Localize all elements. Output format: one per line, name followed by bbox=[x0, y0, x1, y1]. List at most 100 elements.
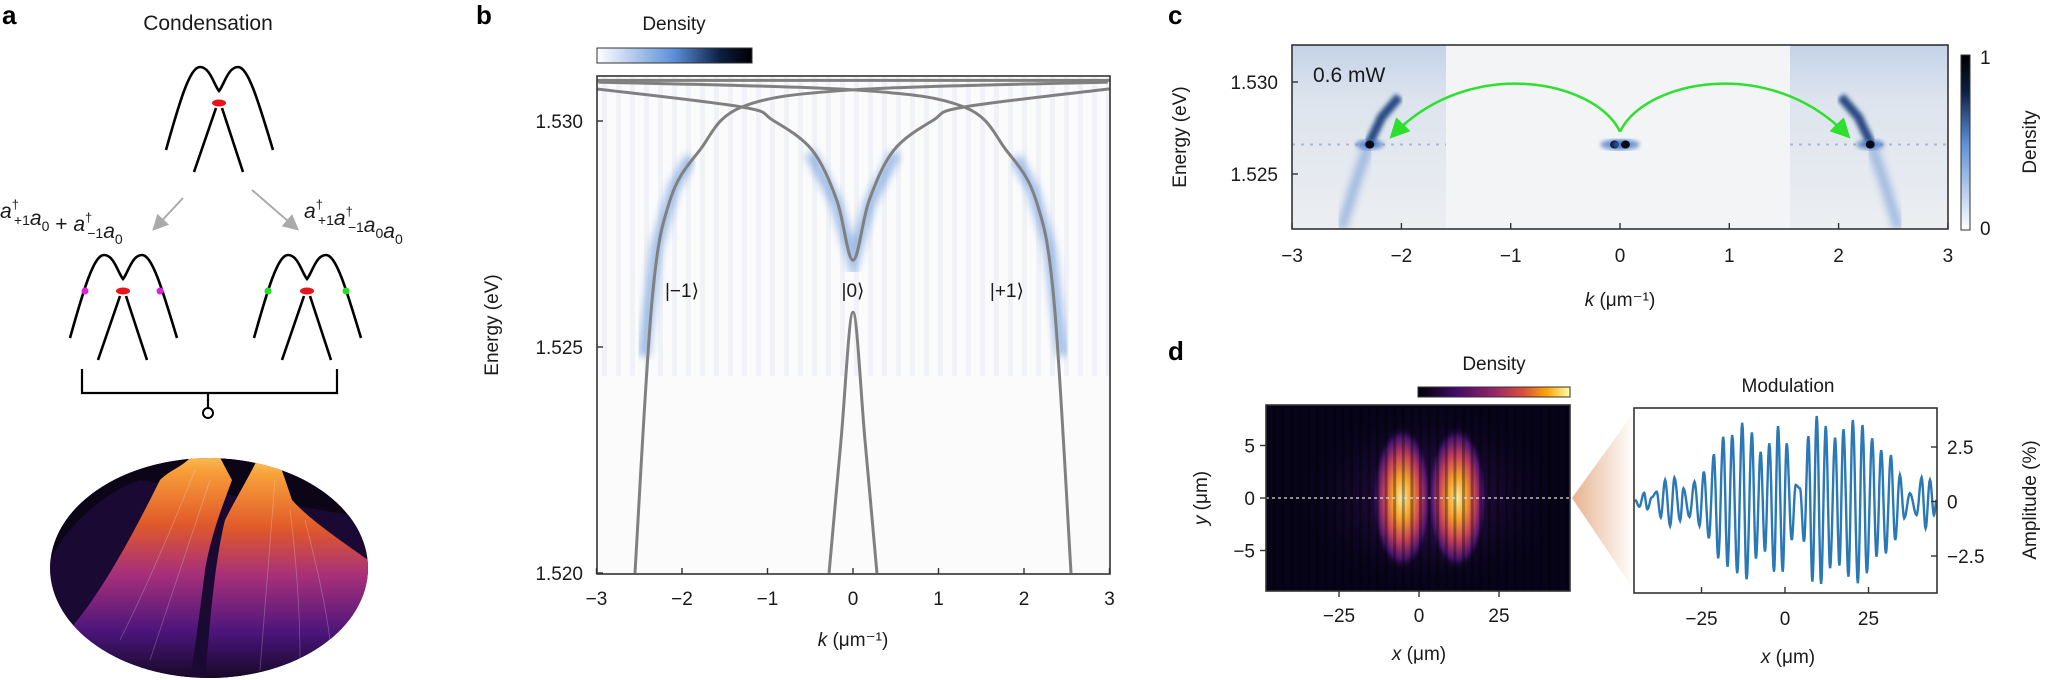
x-tick-label: 3 bbox=[1104, 589, 1115, 610]
x-tick-label: −1 bbox=[1500, 246, 1522, 267]
band-diagram-right-scattering bbox=[252, 253, 363, 361]
colorbar-label: Density bbox=[642, 14, 706, 35]
x-tick-label: 0 bbox=[1780, 609, 1791, 630]
operator-index: 0 bbox=[395, 231, 403, 247]
y-axis-label: Amplitude (%) bbox=[2020, 440, 2041, 559]
y-tick-label: −5 bbox=[1233, 542, 1255, 563]
x-tick-label: −3 bbox=[1281, 246, 1303, 267]
operator-dagger: † bbox=[346, 204, 353, 219]
x-tick-label: 2 bbox=[1019, 589, 1030, 610]
operator-symbol: a bbox=[103, 220, 115, 243]
pair-dot-left bbox=[81, 287, 89, 295]
x-tick-label: −3 bbox=[586, 589, 608, 610]
colorbar-label: Density bbox=[2020, 110, 2041, 174]
state-labels: |−1⟩ |0⟩ |+1⟩ bbox=[665, 281, 1024, 302]
x-tick-label: 25 bbox=[1858, 609, 1879, 630]
operator-symbol: a bbox=[73, 213, 85, 236]
x-tick-label: 25 bbox=[1488, 606, 1509, 627]
panel-label-d: d bbox=[1168, 336, 1184, 366]
y-tick-label: 2.5 bbox=[1947, 438, 1973, 459]
colorbar bbox=[1960, 54, 1971, 231]
x-tick-label: 0 bbox=[848, 589, 859, 610]
operator-index: −1 bbox=[87, 225, 103, 241]
x-tick-label: 2 bbox=[1833, 246, 1844, 267]
heatmap-texture bbox=[597, 76, 1110, 376]
x-axis-label: k (μm⁻¹) bbox=[818, 630, 889, 651]
operator-symbol: a bbox=[383, 220, 395, 243]
x-axis-label: k (μm⁻¹) bbox=[1585, 290, 1656, 311]
outer-band bbox=[252, 253, 363, 339]
operator-index: 0 bbox=[115, 231, 123, 247]
x-tick-label: 0 bbox=[1615, 246, 1626, 267]
colorbar-min: 0 bbox=[1980, 219, 1991, 240]
y-tick-label: 0 bbox=[1947, 493, 1958, 514]
x-tick-label: 3 bbox=[1943, 246, 1954, 267]
panel-b: b Density −3 −2 −1 0 1 2 3 1.520 1.525 1.530 Ener… bbox=[476, 0, 1115, 651]
x-tick-label: 1 bbox=[933, 589, 944, 610]
arrow-right bbox=[251, 189, 300, 231]
x-axis-label: x (μm) bbox=[1391, 644, 1446, 665]
x-axis-var: x bbox=[1760, 647, 1772, 668]
dispersion-curve bbox=[597, 87, 1110, 262]
band-diagram-left-scattering bbox=[68, 253, 179, 361]
x-axis-var: k bbox=[818, 630, 829, 651]
inner-band bbox=[280, 295, 333, 361]
x-axis-var: k bbox=[1585, 290, 1596, 311]
operator-index: +1 bbox=[318, 212, 334, 228]
x-axis-label: x (μm) bbox=[1760, 647, 1815, 668]
operator-index: +1 bbox=[14, 212, 30, 228]
x-axis-unit: (μm⁻¹) bbox=[1594, 290, 1655, 311]
outer-band bbox=[164, 65, 275, 151]
outer-band bbox=[68, 253, 179, 339]
colorbar bbox=[596, 47, 753, 64]
dispersion-curve bbox=[827, 310, 879, 574]
operator-symbol: a bbox=[304, 200, 316, 223]
panel-a: a Condensation a† +1a0 + a† −1a0 a† +1a† −1a… bbox=[0, 0, 403, 678]
zoom-fan bbox=[1572, 412, 1634, 590]
x-axis-unit: (μm) bbox=[1770, 647, 1815, 668]
dispersion-curve bbox=[633, 80, 1108, 574]
panel-label-a: a bbox=[2, 0, 17, 30]
y-axis-var: y bbox=[1191, 514, 1212, 527]
state-label: |−1⟩ bbox=[665, 281, 699, 302]
surface-peak-right bbox=[205, 458, 368, 678]
y-tick-label: 1.520 bbox=[535, 564, 583, 585]
x-tick-label: −2 bbox=[671, 589, 693, 610]
operator-dagger: † bbox=[85, 210, 92, 225]
scattering-arrow bbox=[1618, 82, 1851, 139]
bracket-node bbox=[202, 407, 214, 419]
inner-band bbox=[192, 107, 245, 173]
y-tick-label: 0 bbox=[1244, 489, 1255, 510]
pair-dot-right bbox=[156, 287, 164, 295]
panel-label-c: c bbox=[1168, 0, 1182, 30]
y-tick-label: 1.530 bbox=[1230, 73, 1278, 94]
y-tick-label: 1.525 bbox=[535, 338, 583, 359]
right-operator-label: a† +1a† −1a0a0 bbox=[304, 197, 403, 247]
left-operator-label: a† +1a0 + a† −1a0 bbox=[0, 197, 123, 247]
band-diagram-condensation bbox=[164, 65, 275, 173]
pair-dot-right bbox=[342, 287, 350, 295]
lower-branch-tail bbox=[1866, 142, 1904, 229]
density-features bbox=[1292, 82, 1948, 229]
condensation-title: Condensation bbox=[143, 12, 273, 35]
operator-index: −1 bbox=[348, 219, 364, 235]
condensate-dot bbox=[212, 99, 226, 107]
dispersion-curves bbox=[597, 78, 1110, 574]
arrow-left bbox=[152, 197, 184, 231]
y-tick-label: 5 bbox=[1244, 437, 1255, 458]
x-tick-label: −25 bbox=[1323, 606, 1355, 627]
state-label: |0⟩ bbox=[842, 281, 865, 302]
colorbar-label: Density bbox=[1462, 354, 1526, 375]
colorbar bbox=[1417, 386, 1571, 398]
x-tick-label: −1 bbox=[757, 589, 779, 610]
power-annotation: 0.6 mW bbox=[1313, 64, 1386, 87]
scattering-arrow bbox=[1389, 82, 1622, 139]
bright-spot bbox=[1620, 140, 1630, 149]
operator-symbol: a bbox=[30, 207, 42, 230]
bright-spot bbox=[1365, 140, 1375, 149]
x-axis-unit: (μm⁻¹) bbox=[827, 630, 888, 651]
upper-branch-streak bbox=[1837, 93, 1876, 147]
surface-peak-left bbox=[60, 458, 232, 678]
